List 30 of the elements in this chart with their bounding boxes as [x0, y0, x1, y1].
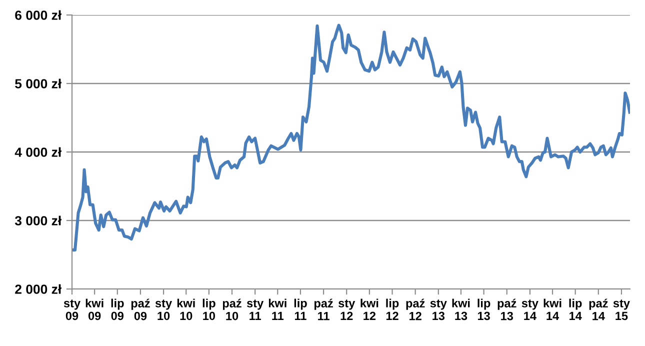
- y-tick-label: 2 000 zł: [15, 284, 62, 294]
- x-tick-label: kwi 11: [268, 298, 286, 320]
- x-tick-label: lip 11: [294, 298, 307, 320]
- x-tick-label: paź 09: [131, 298, 150, 320]
- x-tick-label: sty 13: [430, 300, 447, 320]
- x-tick-label: sty 12: [338, 300, 356, 320]
- x-tick-label: sty 15: [613, 300, 630, 320]
- x-tick-label: sty 14: [522, 300, 538, 320]
- x-tick-label: lip 09: [111, 298, 124, 320]
- x-tick-label: sty 10: [155, 300, 172, 320]
- y-tick-label: 5 000 zł: [15, 78, 62, 88]
- y-tick-label: 4 000 zł: [14, 147, 62, 157]
- x-tick-label: paź 11: [314, 298, 333, 320]
- x-tick-label: lip 12: [386, 298, 399, 320]
- x-tick-label: paź 12: [406, 298, 425, 320]
- x-tick-label: lip 13: [478, 298, 490, 320]
- y-tick-label: 6 000 zł: [15, 10, 62, 20]
- x-tick-label: kwi 09: [86, 298, 104, 320]
- x-tick-label: lip 10: [202, 298, 216, 320]
- x-tick-label: sty 11: [246, 300, 264, 320]
- x-tick-label: lip 14: [569, 298, 582, 320]
- x-tick-label: paź 13: [498, 298, 516, 320]
- y-tick-label: 3 000 zł: [14, 216, 62, 226]
- x-tick-label: sty 09: [64, 300, 80, 320]
- x-tick-label: kwi 13: [452, 298, 470, 320]
- x-tick-label: kwi 14: [544, 298, 562, 320]
- x-tick-label: paź 10: [222, 298, 242, 320]
- x-tick-label: kwi 10: [177, 298, 195, 320]
- x-tick-label: paź 14: [589, 298, 608, 320]
- x-tick-label: kwi 12: [360, 298, 378, 320]
